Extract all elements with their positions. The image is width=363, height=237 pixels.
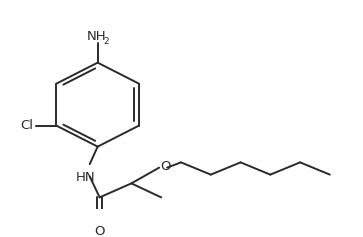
Text: O: O [94, 224, 105, 237]
Text: Cl: Cl [21, 119, 33, 132]
Text: HN: HN [76, 171, 95, 184]
Text: 2: 2 [104, 37, 109, 46]
Text: O: O [160, 160, 171, 173]
Text: NH: NH [87, 30, 106, 42]
